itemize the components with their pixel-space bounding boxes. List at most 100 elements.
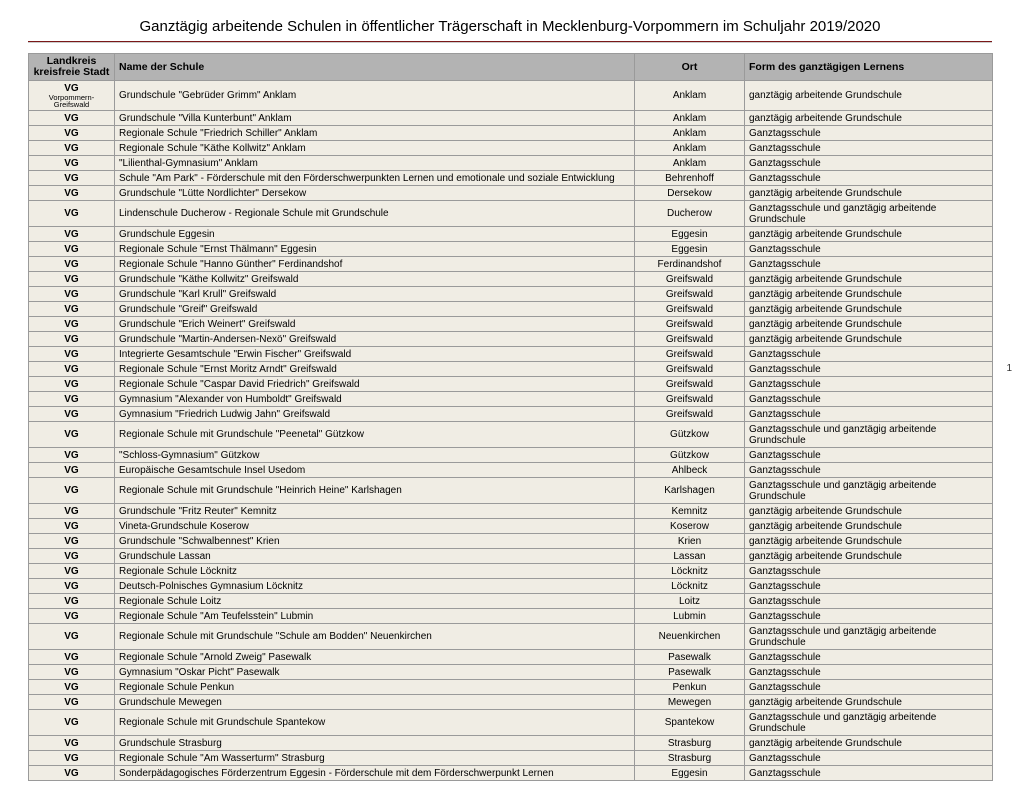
table-row: VGGymnasium "Friedrich Ludwig Jahn" Grei… xyxy=(29,407,993,422)
cell-ort: Eggesin xyxy=(635,227,745,242)
cell-name: Grundschule Mewegen xyxy=(115,695,635,710)
cell-name: Lindenschule Ducherow - Regionale Schule… xyxy=(115,201,635,227)
cell-name: "Lilienthal-Gymnasium" Anklam xyxy=(115,156,635,171)
page-title: Ganztägig arbeitende Schulen in öffentli… xyxy=(28,14,992,41)
table-row: VGGrundschule "Villa Kunterbunt" AnklamA… xyxy=(29,111,993,126)
cell-form: ganztägig arbeitende Grundschule xyxy=(745,736,993,751)
cell-ort: Strasburg xyxy=(635,736,745,751)
cell-name: Regionale Schule "Am Wasserturm" Strasbu… xyxy=(115,751,635,766)
cell-name: Schule "Am Park" - Förderschule mit den … xyxy=(115,171,635,186)
cell-ort: Greifswald xyxy=(635,272,745,287)
cell-lk: VG xyxy=(29,126,115,141)
cell-form: Ganztagsschule und ganztägig arbeitende … xyxy=(745,201,993,227)
table-row: VGRegionale Schule LöcknitzLöcknitzGanzt… xyxy=(29,564,993,579)
cell-name: Grundschule "Villa Kunterbunt" Anklam xyxy=(115,111,635,126)
cell-name: Gymnasium "Oskar Picht" Pasewalk xyxy=(115,665,635,680)
table-row: VGGrundschule "Lütte Nordlichter" Dersek… xyxy=(29,186,993,201)
cell-name: Deutsch-Polnisches Gymnasium Löcknitz xyxy=(115,579,635,594)
cell-ort: Greifswald xyxy=(635,377,745,392)
col-header-name: Name der Schule xyxy=(115,54,635,81)
col-header-ort: Ort xyxy=(635,54,745,81)
cell-lk: VG xyxy=(29,186,115,201)
cell-lk: VG xyxy=(29,332,115,347)
cell-lk: VG xyxy=(29,257,115,272)
cell-form: Ganztagsschule xyxy=(745,751,993,766)
cell-lk: VG xyxy=(29,609,115,624)
cell-form: Ganztagsschule xyxy=(745,141,993,156)
cell-name: Regionale Schule "Ernst Thälmann" Eggesi… xyxy=(115,242,635,257)
table-row: VGRegionale Schule PenkunPenkunGanztagss… xyxy=(29,680,993,695)
cell-name: Vineta-Grundschule Koserow xyxy=(115,519,635,534)
cell-lk: VG xyxy=(29,317,115,332)
table-row: VGRegionale Schule "Am Teufelsstein" Lub… xyxy=(29,609,993,624)
cell-form: ganztägig arbeitende Grundschule xyxy=(745,695,993,710)
cell-lk: VG xyxy=(29,534,115,549)
cell-ort: Strasburg xyxy=(635,751,745,766)
cell-ort: Anklam xyxy=(635,156,745,171)
cell-ort: Greifswald xyxy=(635,317,745,332)
cell-name: Sonderpädagogisches Förderzentrum Eggesi… xyxy=(115,766,635,781)
table-row: VG"Lilienthal-Gymnasium" AnklamAnklamGan… xyxy=(29,156,993,171)
cell-lk: VG xyxy=(29,695,115,710)
table-row: VGGrundschule StrasburgStrasburgganztägi… xyxy=(29,736,993,751)
cell-name: Regionale Schule "Hanno Günther" Ferdina… xyxy=(115,257,635,272)
cell-lk: VG xyxy=(29,287,115,302)
cell-ort: Greifswald xyxy=(635,392,745,407)
table-row: VGSchule "Am Park" - Förderschule mit de… xyxy=(29,171,993,186)
cell-form: Ganztagsschule xyxy=(745,171,993,186)
cell-lk: VG xyxy=(29,302,115,317)
cell-lk: VG xyxy=(29,463,115,478)
cell-name: Gymnasium "Alexander von Humboldt" Greif… xyxy=(115,392,635,407)
cell-ort: Greifswald xyxy=(635,287,745,302)
table-row: VGEuropäische Gesamtschule Insel UsedomA… xyxy=(29,463,993,478)
cell-ort: Spantekow xyxy=(635,710,745,736)
cell-form: Ganztagsschule xyxy=(745,564,993,579)
cell-name: Regionale Schule "Ernst Moritz Arndt" Gr… xyxy=(115,362,635,377)
cell-name: Europäische Gesamtschule Insel Usedom xyxy=(115,463,635,478)
cell-form: Ganztagsschule xyxy=(745,242,993,257)
cell-lk: VG xyxy=(29,362,115,377)
cell-ort: Lassan xyxy=(635,549,745,564)
cell-name: Grundschule "Fritz Reuter" Kemnitz xyxy=(115,504,635,519)
table-row: VGGrundschule "Greif" GreifswaldGreifswa… xyxy=(29,302,993,317)
cell-ort: Mewegen xyxy=(635,695,745,710)
table-row: VGGrundschule "Fritz Reuter" KemnitzKemn… xyxy=(29,504,993,519)
table-row: VGGymnasium "Oskar Picht" PasewalkPasewa… xyxy=(29,665,993,680)
cell-ort: Anklam xyxy=(635,81,745,111)
cell-ort: Anklam xyxy=(635,111,745,126)
page-number: 1 xyxy=(1006,363,1012,374)
cell-form: ganztägig arbeitende Grundschule xyxy=(745,504,993,519)
cell-name: Grundschule "Greif" Greifswald xyxy=(115,302,635,317)
cell-ort: Ducherow xyxy=(635,201,745,227)
cell-lk: VG xyxy=(29,422,115,448)
table-row: VGRegionale Schule "Ernst Moritz Arndt" … xyxy=(29,362,993,377)
table-row: VGRegionale Schule LoitzLoitzGanztagssch… xyxy=(29,594,993,609)
cell-lk: VG xyxy=(29,448,115,463)
cell-lk: VG xyxy=(29,680,115,695)
cell-form: Ganztagsschule xyxy=(745,579,993,594)
table-row: VGRegionale Schule mit Grundschule Spant… xyxy=(29,710,993,736)
schools-table: Landkreis kreisfreie Stadt Name der Schu… xyxy=(28,53,993,781)
table-row: VGRegionale Schule "Caspar David Friedri… xyxy=(29,377,993,392)
table-header: Landkreis kreisfreie Stadt Name der Schu… xyxy=(29,54,993,81)
cell-name: Regionale Schule "Am Teufelsstein" Lubmi… xyxy=(115,609,635,624)
cell-name: Grundschule "Käthe Kollwitz" Greifswald xyxy=(115,272,635,287)
table-row: VGLindenschule Ducherow - Regionale Schu… xyxy=(29,201,993,227)
cell-lk: VG xyxy=(29,156,115,171)
table-row: VGRegionale Schule "Ernst Thälmann" Egge… xyxy=(29,242,993,257)
cell-form: ganztägig arbeitende Grundschule xyxy=(745,549,993,564)
cell-ort: Greifswald xyxy=(635,332,745,347)
cell-ort: Karlshagen xyxy=(635,478,745,504)
cell-name: Grundschule Lassan xyxy=(115,549,635,564)
cell-name: Gymnasium "Friedrich Ludwig Jahn" Greifs… xyxy=(115,407,635,422)
cell-lk: VG xyxy=(29,665,115,680)
cell-ort: Greifswald xyxy=(635,362,745,377)
cell-form: Ganztagsschule xyxy=(745,665,993,680)
cell-form: ganztägig arbeitende Grundschule xyxy=(745,287,993,302)
cell-ort: Dersekow xyxy=(635,186,745,201)
cell-lk: VG xyxy=(29,141,115,156)
cell-name: Regionale Schule Penkun xyxy=(115,680,635,695)
cell-form: Ganztagsschule xyxy=(745,362,993,377)
cell-name: "Schloss-Gymnasium" Gützkow xyxy=(115,448,635,463)
cell-ort: Ahlbeck xyxy=(635,463,745,478)
